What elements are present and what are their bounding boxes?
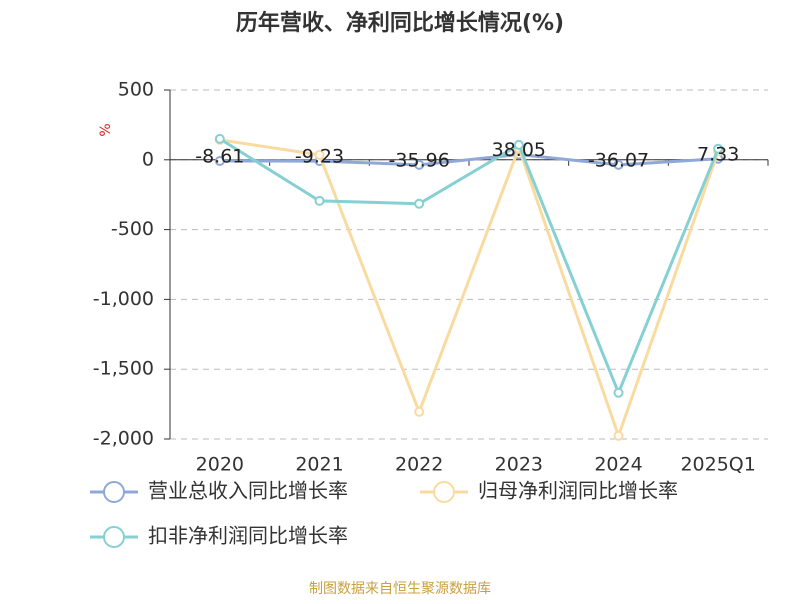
source-note: 制图数据来自恒生聚源数据库 [309,581,491,597]
point [214,133,225,144]
x-tick-label: 2024 [594,454,642,476]
point [613,387,624,398]
y-tick-label: -1,500 [93,358,154,380]
x-tick-label: 2021 [295,454,343,476]
y-tick-label: -1,000 [93,288,154,310]
legend-marker [103,526,125,548]
y-axis-label: % [98,123,114,136]
data-label: -9.23 [295,146,344,168]
point [214,156,225,167]
y-tick-label: 0 [142,148,154,170]
chart-title: 历年营收、净利同比增长情况(%) [236,10,564,36]
point [613,430,624,441]
point [414,198,425,209]
x-tick-label: 2023 [495,454,543,476]
point [513,139,524,150]
data-label: -8.61 [195,146,244,168]
legend-marker [433,481,455,503]
legend-marker [103,481,125,503]
data-label: 38.05 [492,139,546,161]
legend-label: 扣非净利润同比增长率 [148,524,348,548]
data-label: -35.96 [389,149,450,171]
x-tick-label: 2022 [395,454,443,476]
legend-label: 归母净利润同比增长率 [478,479,678,503]
x-tick-label: 2020 [196,454,244,476]
y-tick-label: -500 [111,218,154,240]
data-label: -36.07 [588,149,649,171]
point [713,143,724,154]
series-line [219,138,720,441]
point [314,149,325,160]
point [414,159,425,170]
point [613,159,624,170]
data-label: 7.33 [697,143,739,165]
point [414,406,425,417]
legend-label: 营业总收入同比增长率 [148,479,348,503]
y-tick-label: -2,000 [93,428,154,450]
series-line [219,152,719,167]
x-tick-label: 2025Q1 [680,454,755,476]
series-line [219,137,720,397]
y-tick-label: 500 [118,79,154,101]
point [314,195,325,206]
